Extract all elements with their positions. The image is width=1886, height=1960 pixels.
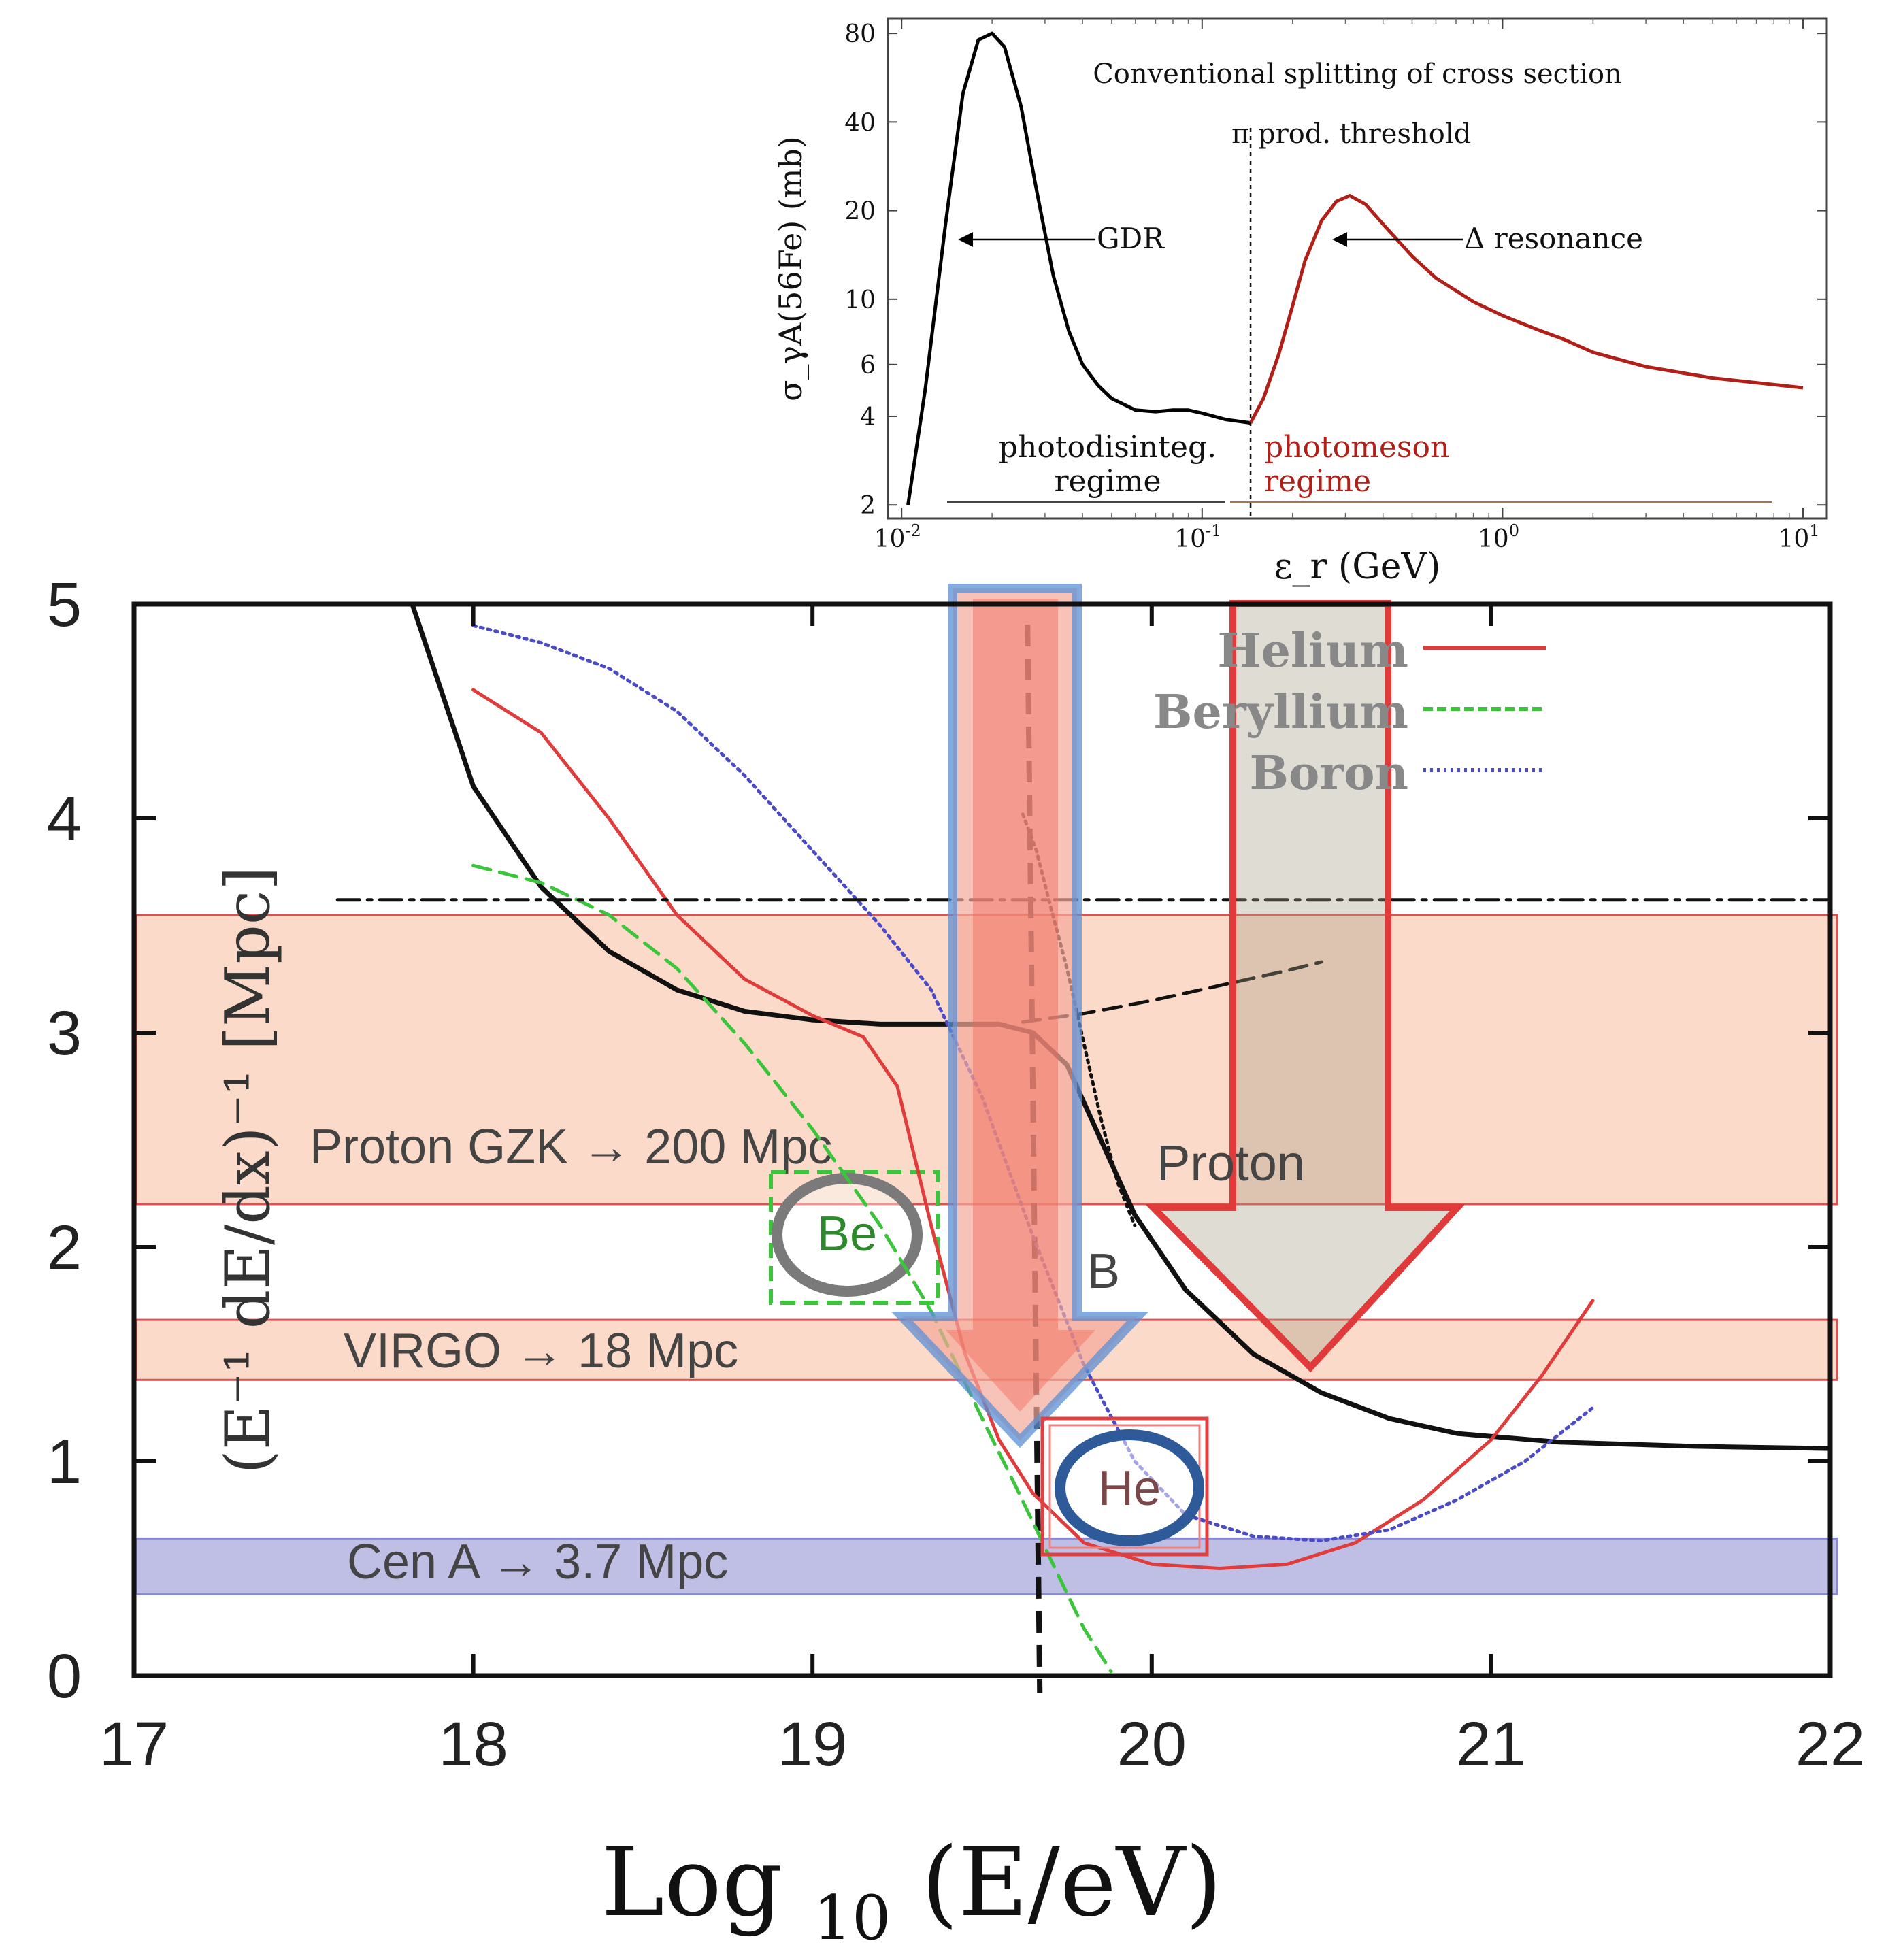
- boron-curve-label: B: [1087, 1244, 1120, 1299]
- cross-section-y-label: σ_γA(56Fe) (mb): [772, 136, 809, 401]
- cross-section-x-label: ε_r (GeV): [1274, 546, 1441, 587]
- main-y-tick-label: 1: [47, 1427, 82, 1497]
- cross-section-x-tick-label: 101: [1778, 521, 1819, 553]
- he-box: [1040, 1416, 1209, 1557]
- he-circle: [1055, 1429, 1204, 1546]
- band-label-virgo: VIRGO → 18 Mpc: [344, 1324, 738, 1378]
- photodisinteg-label-2: regime: [1054, 464, 1161, 499]
- proton-curve-label: Proton: [1157, 1135, 1305, 1191]
- cross-section-y-tick-label: 4: [860, 403, 876, 431]
- main-y-label: (E⁻¹ dE/dx)⁻¹ [Mpc]: [212, 867, 284, 1474]
- gdr-label: GDR: [1097, 222, 1165, 255]
- cross-section-y-tick-label: 80: [844, 20, 876, 48]
- main-y-tick-label: 0: [47, 1642, 82, 1711]
- energy-loss-chart: Proton GZK → 200 Mpc VIRGO → 18 Mpc Cen …: [47, 570, 1865, 1954]
- main-x-tick-label: 20: [1117, 1710, 1187, 1779]
- threshold-label: π prod. threshold: [1231, 118, 1471, 150]
- cross-section-frame: [887, 17, 1828, 520]
- main-x-label: Log 10 (E/eV): [601, 1827, 1223, 1954]
- boron-arrow: [891, 584, 1149, 1448]
- legend-beryllium-label: Beryllium: [1153, 685, 1408, 740]
- band-2: [135, 1537, 1838, 1595]
- cross-section-title: Conventional splitting of cross section: [1093, 59, 1622, 90]
- be-box: [769, 1170, 940, 1305]
- main-x-tick-label: 22: [1796, 1710, 1865, 1779]
- photodisinteg-label: photodisinteg.: [999, 430, 1217, 465]
- series-proton-dashed: [1021, 960, 1323, 1024]
- main-axes: 17 18 19 20 21 22 0 1 2 3 4 5: [47, 570, 1865, 1779]
- main-y-tick-label: 5: [47, 570, 82, 640]
- cross-section-x-tick-label: 10-1: [1174, 521, 1221, 553]
- legend-helium-label: Helium: [1217, 624, 1408, 678]
- main-y-tick-label: 2: [47, 1213, 82, 1282]
- main-x-tick-label: 18: [438, 1710, 508, 1779]
- boron-arrow-core: [946, 599, 1095, 1412]
- cross-section-y-axis: 2 4 6 10 20 40 80: [844, 20, 1827, 520]
- cross-section-y-tick-label: 40: [844, 109, 876, 137]
- cross-section-x-tick-label: 10-2: [874, 521, 921, 553]
- cross-section-y-tick-label: 10: [844, 286, 876, 314]
- photomeson-label: photomeson: [1264, 430, 1449, 465]
- cross-section-y-tick-label: 6: [860, 352, 876, 380]
- delta-label: Δ resonance: [1464, 222, 1643, 255]
- series-photodisintegration: [906, 31, 1251, 505]
- proton-arrow: [1145, 600, 1466, 1373]
- band-label-gzk: Proton GZK → 200 Mpc: [310, 1120, 832, 1174]
- band-label-cena: Cen A → 3.7 Mpc: [347, 1535, 728, 1589]
- legend: Helium Beryllium Boron: [1153, 624, 1546, 801]
- series-helium: [472, 688, 1595, 1570]
- photomeson-label-2: regime: [1264, 464, 1371, 499]
- legend-boron-label: Boron: [1250, 746, 1408, 801]
- main-y-tick-label: 3: [47, 999, 82, 1068]
- series-beryllium: [472, 863, 1113, 1674]
- cross-section-y-tick-label: 2: [860, 492, 876, 520]
- main-y-tick-label: 4: [47, 784, 82, 854]
- be-label: Be: [817, 1207, 877, 1261]
- main-x-tick-label: 21: [1456, 1710, 1525, 1779]
- main-frame: [131, 601, 1833, 1678]
- main-x-tick-label: 17: [99, 1710, 169, 1779]
- cross-section-y-tick-label: 20: [844, 198, 876, 226]
- he-label: He: [1098, 1461, 1161, 1516]
- cross-section-x-tick-label: 100: [1478, 521, 1519, 553]
- main-x-tick-label: 19: [778, 1710, 847, 1779]
- cross-section-chart: 2 4 6 10 20 40 80 10-2 10-1 100 101 Conventional …: [772, 17, 1828, 587]
